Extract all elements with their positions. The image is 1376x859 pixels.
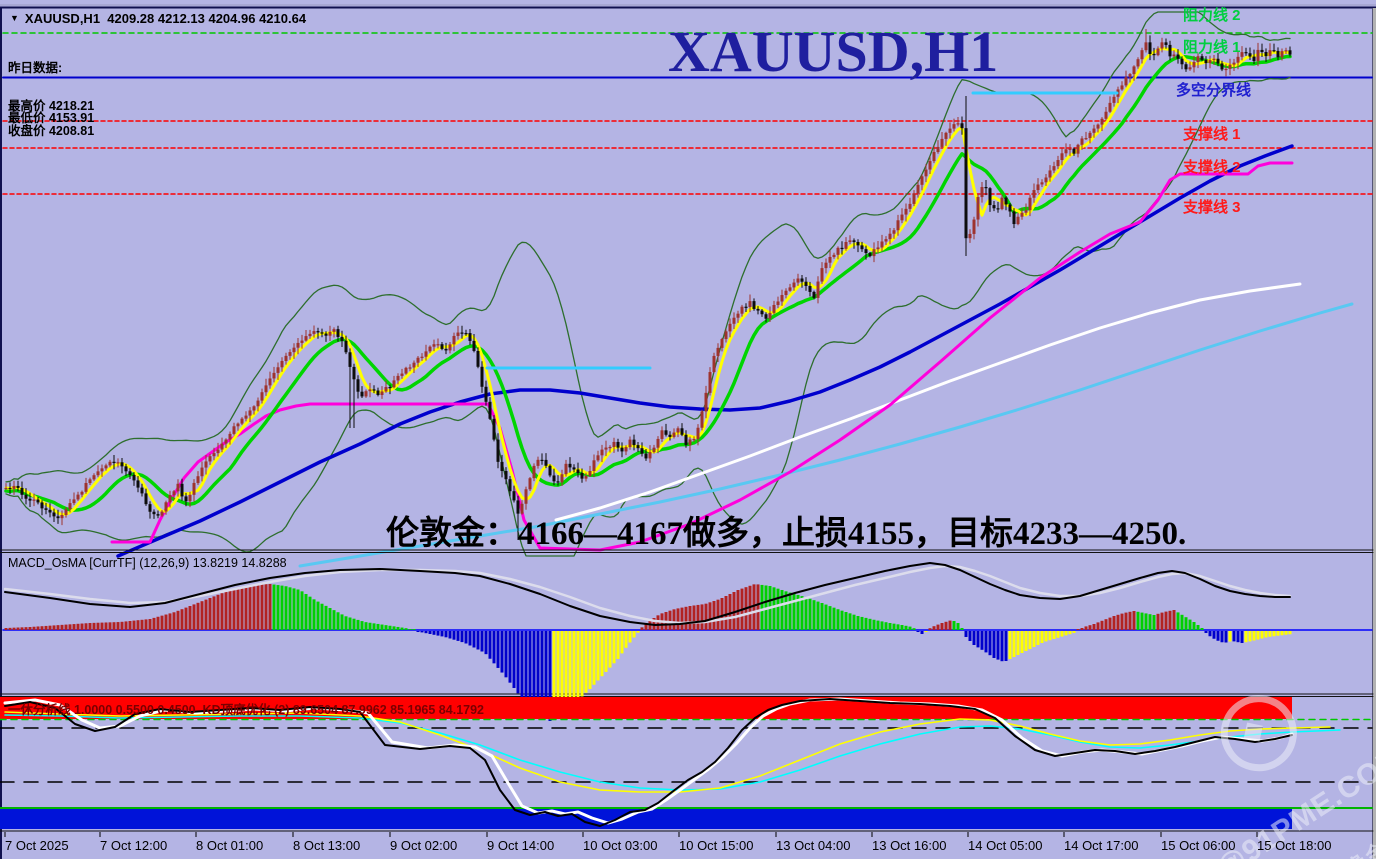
symbol-header: ▼ XAUUSD,H1 4209.28 4212.13 4204.96 4210.… — [10, 11, 306, 26]
support-1-label: 支撑线 1 — [1183, 126, 1241, 143]
yesterday-data-title: 昨日数据: — [8, 61, 63, 75]
yesterday-data-row: 最低价 4153.91 — [8, 111, 95, 125]
support-3-label: 支撑线 3 — [1183, 199, 1241, 216]
trade-idea-text: 伦敦金：4166—4167做多，止损4155，目标4233—4250. — [386, 516, 1187, 552]
symbol-quote-line: XAUUSD,H1 4209.28 4212.13 4204.96 4210.6… — [24, 11, 307, 26]
time-axis-label: 15 Oct 18:00 — [1257, 838, 1332, 853]
time-axis-label: 9 Oct 02:00 — [390, 838, 458, 853]
time-axis-label: 8 Oct 01:00 — [196, 838, 264, 853]
resistance-1-label: 阻力线 1 — [1183, 39, 1241, 56]
bull-bear-line-label: 多空分界线 — [1176, 82, 1252, 99]
time-axis-label: 14 Oct 17:00 — [1064, 838, 1139, 853]
resistance-2-label: 阻力线 2 — [1183, 7, 1241, 24]
chevron-down-icon[interactable]: ▼ — [10, 13, 19, 23]
time-axis-label: 13 Oct 04:00 — [776, 838, 851, 853]
time-axis-label: 9 Oct 14:00 — [487, 838, 555, 853]
time-axis-label: 14 Oct 05:00 — [968, 838, 1043, 853]
time-axis-label: 7 Oct 12:00 — [100, 838, 168, 853]
time-axis-label: 7 Oct 2025 — [5, 838, 69, 853]
kd-indicator-label: 一休分析线 1.0000 0.5500 0.4500 KD顶底优化 (2) 89… — [8, 703, 484, 717]
time-axis-label: 13 Oct 16:00 — [872, 838, 947, 853]
macd-indicator-label: MACD_OsMA [CurrTF] (12,26,9) 13.8219 14.… — [8, 556, 287, 570]
yesterday-data-row: 最高价 4218.21 — [8, 98, 95, 113]
time-axis-label: 8 Oct 13:00 — [293, 838, 361, 853]
yesterday-data-block: 昨日数据: 最高价 4218.21 最低价 4153.91 收盘价 4208.81 — [8, 37, 94, 162]
time-axis-label: 15 Oct 06:00 — [1161, 838, 1236, 853]
time-axis-label: 10 Oct 15:00 — [679, 838, 754, 853]
support-2-label: 支撑线 2 — [1183, 159, 1241, 176]
chart-watermark-title: XAUUSD,H1 — [668, 19, 999, 84]
time-axis-label: 10 Oct 03:00 — [583, 838, 658, 853]
yesterday-data-row: 收盘价 4208.81 — [8, 123, 95, 138]
